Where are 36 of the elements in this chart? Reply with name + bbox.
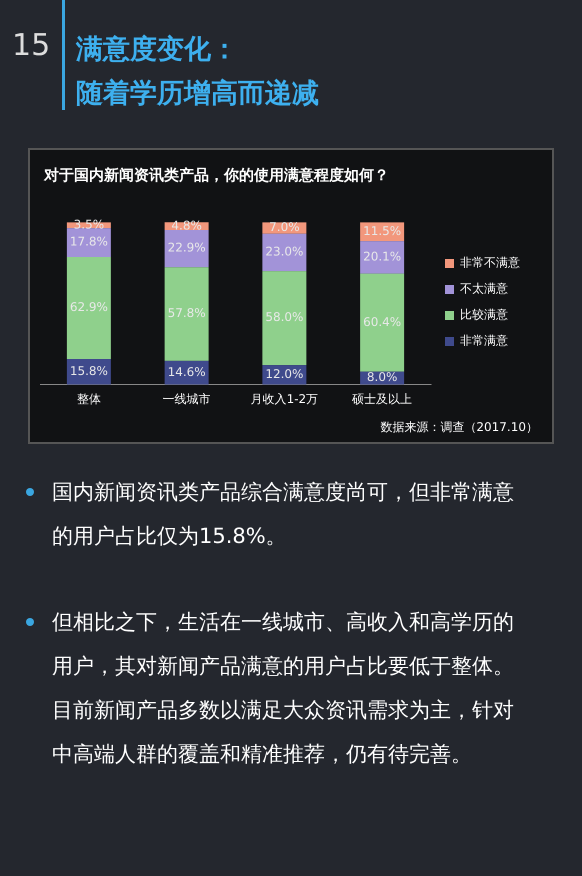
data-label: 57.8% xyxy=(168,306,206,320)
data-label: 22.9% xyxy=(168,240,206,255)
data-label: 8.0% xyxy=(366,370,398,384)
bar xyxy=(360,274,404,372)
data-label: 11.5% xyxy=(363,224,402,238)
legend-label: 非常不满意 xyxy=(460,256,520,270)
bar xyxy=(262,234,306,272)
data-label: 23.0% xyxy=(265,244,304,259)
chart-subtitle: 对于国内新闻资讯类产品，你的使用满意程度如何？ xyxy=(44,166,389,185)
bar xyxy=(66,256,111,359)
text: 国内新闻资讯类产品综合满意度尚可，但非常满意的用户占比仅为15.8%。 xyxy=(52,480,514,548)
x-tick-label: 一线城市 xyxy=(162,392,211,406)
bar xyxy=(164,267,209,361)
legend-label: 比较满意 xyxy=(460,308,508,322)
bar xyxy=(262,271,306,366)
chart-title: 满意度变化：随着学历增高而递减 xyxy=(76,33,319,111)
data-label: 17.8% xyxy=(70,234,108,249)
bar xyxy=(164,230,209,268)
x-tick-label: 硕士及以上 xyxy=(351,392,412,406)
data-label: 14.6% xyxy=(168,364,206,379)
x-tick-label: 月收入1-2万 xyxy=(250,392,318,406)
data-label: 15.8% xyxy=(70,364,108,378)
data-label: 20.1% xyxy=(363,250,402,264)
bar xyxy=(360,241,404,274)
data-label: 12.0% xyxy=(265,366,304,381)
legend-label: 不太满意 xyxy=(460,282,508,296)
data-label: 58.0% xyxy=(265,310,304,324)
text: 15 xyxy=(12,28,50,63)
x-tick-label: 整体 xyxy=(76,392,101,406)
data-label: 62.9% xyxy=(70,300,108,314)
text: 但相比之下，生活在一线城市、高收入和高学历的用户，其对新闻产品满意的用户占比要低于整体。目前新闻产品多数以满足大众资讯需求为主，针对中高端人群的覆盖和精准推荐，仍有待完善。 xyxy=(52,610,514,766)
data-label: 7.0% xyxy=(269,220,300,234)
source-note: 数据来源：调查（2017.10） xyxy=(380,419,538,436)
data-label: 4.8% xyxy=(171,218,202,232)
data-label: 60.4% xyxy=(363,314,402,329)
legend-label: 非常满意 xyxy=(460,334,508,348)
